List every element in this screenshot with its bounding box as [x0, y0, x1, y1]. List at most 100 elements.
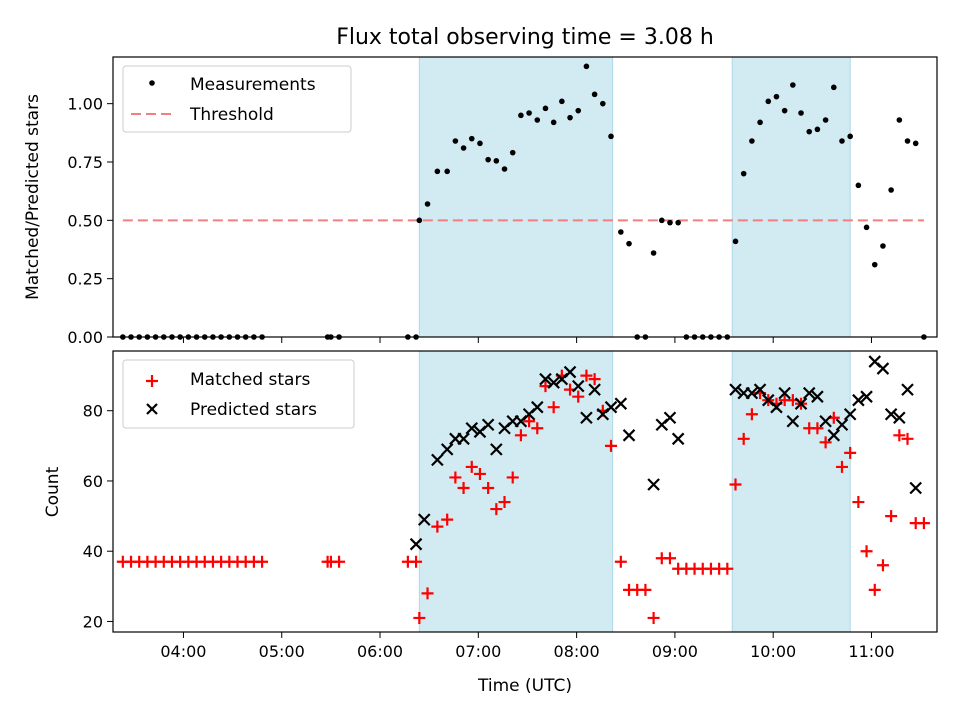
measurement-point	[749, 138, 755, 144]
measurement-point	[888, 187, 894, 193]
measurement-point	[732, 238, 739, 245]
bottom-y-tick-label: 40	[83, 542, 103, 561]
predicted-star-point	[835, 418, 849, 432]
legend-measurements-marker	[149, 80, 155, 86]
top-legend-box	[122, 65, 352, 133]
top-y-tick-label: 0.75	[67, 153, 103, 172]
predicted-star-point	[827, 429, 841, 442]
predicted-star-point	[440, 443, 454, 456]
measurement-point	[806, 128, 813, 135]
measurement-point	[667, 219, 673, 226]
top-panel-frame	[112, 56, 938, 338]
x-tick-label: 05:00	[259, 642, 305, 661]
top-axis-ticks: 0.00 0.25 0.50 0.75 1.00	[67, 95, 872, 347]
predicted-star-point	[786, 414, 800, 428]
matched-star-point	[482, 481, 495, 494]
measurement-point	[567, 114, 573, 121]
predicted-star-point	[860, 390, 873, 403]
measurement-point	[757, 119, 763, 126]
measurement-point	[798, 110, 804, 116]
matched-star-point	[729, 478, 742, 491]
measurement-point	[839, 138, 845, 144]
matched-star-point	[605, 439, 618, 452]
matched-star-point	[572, 390, 585, 403]
predicted-star-point	[539, 372, 552, 386]
bottom-y-axis-label: Count	[43, 466, 63, 517]
matched-star-point	[410, 555, 423, 568]
x-tick-label: 11:00	[848, 642, 894, 661]
measurement-point	[608, 133, 614, 140]
matched-star-point	[721, 562, 734, 575]
measurement-point	[526, 110, 532, 116]
measurement-point	[790, 82, 796, 88]
predicted-star-point	[580, 411, 593, 425]
matched-star-point	[588, 373, 601, 386]
x-tick-label: 09:00	[652, 642, 698, 661]
measurement-point	[814, 126, 821, 133]
measurement-point	[468, 135, 475, 142]
matched-star-point	[737, 432, 750, 445]
predicted-star-point	[671, 432, 685, 446]
matched-star-point	[614, 555, 627, 568]
measurement-point	[501, 166, 508, 172]
predicted-star-point	[729, 383, 742, 396]
predicted-star-point	[909, 481, 922, 495]
measurement-point	[675, 219, 681, 226]
measurement-point	[880, 243, 886, 249]
measurement-point	[773, 93, 780, 100]
matched-star-point	[531, 422, 544, 435]
matched-star-point	[441, 513, 454, 526]
top-y-tick-label: 0.25	[67, 270, 103, 289]
measurement-point	[781, 107, 788, 114]
top-y-tick-label: 0.50	[67, 211, 103, 230]
measurement-point	[618, 229, 624, 235]
matched-star-point	[819, 436, 832, 449]
matched-star-point	[473, 467, 486, 480]
measurement-point	[477, 140, 483, 147]
measurement-point	[509, 149, 516, 156]
predicted-star-point	[852, 393, 865, 407]
measurement-point	[485, 156, 491, 163]
bottom-shaded-intervals	[418, 350, 851, 633]
predicted-star-point	[811, 390, 824, 403]
bottom-y-tick-label: 20	[83, 612, 103, 631]
measurement-point	[912, 140, 919, 147]
predicted-star-point	[843, 407, 857, 421]
measurement-point	[871, 261, 878, 268]
matched-star-point	[580, 369, 593, 382]
matched-star-point	[465, 460, 478, 473]
measurement-point	[822, 117, 829, 123]
matched-star-point	[860, 545, 873, 558]
bottom-y-tick-label: 60	[83, 472, 103, 491]
predicted-star-point	[588, 383, 601, 396]
matched-star-point	[547, 401, 560, 414]
matched-star-point	[431, 520, 444, 533]
matched-star-point	[449, 471, 462, 484]
measurement-point	[863, 224, 870, 231]
x-axis-label: Time (UTC)	[477, 676, 572, 696]
shaded-interval	[418, 56, 614, 338]
bottom-legend-box	[122, 359, 355, 429]
matched-star-point	[256, 555, 269, 568]
matched-star-point	[835, 460, 848, 473]
measurement-point	[559, 98, 565, 105]
predicted-star-point	[893, 411, 906, 425]
predicted-star-point	[794, 397, 808, 410]
shaded-interval	[731, 56, 851, 338]
matched-star-point	[639, 583, 652, 596]
predicted-star-point	[753, 383, 767, 396]
measurement-point	[855, 182, 862, 189]
measurement-point	[658, 217, 665, 224]
predicted-star-point	[531, 400, 544, 414]
legend-matched-label: Matched stars	[190, 370, 310, 390]
x-tick-label: 04:00	[160, 642, 206, 661]
measurement-point	[542, 105, 549, 112]
predicted-star-point	[901, 383, 914, 396]
matched-stars-series	[116, 369, 930, 624]
measurement-point	[830, 84, 837, 91]
predicted-star-point	[431, 453, 444, 467]
measurement-point	[434, 168, 441, 175]
x-tick-label: 06:00	[357, 642, 403, 661]
predicted-star-point	[770, 400, 783, 414]
predicted-stars-series	[409, 355, 922, 551]
